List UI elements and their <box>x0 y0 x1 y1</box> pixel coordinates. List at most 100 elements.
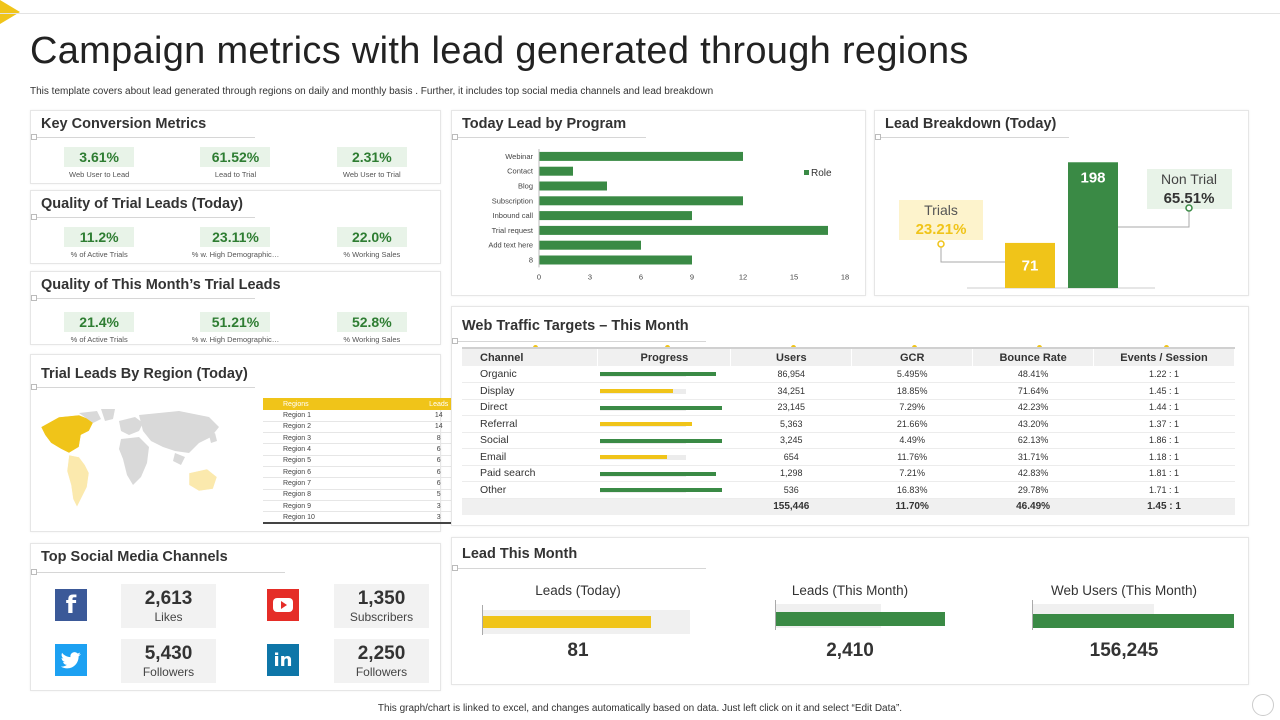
youtube-icon[interactable] <box>267 589 299 621</box>
bounce-value: 43.20% <box>972 415 1094 433</box>
web-users-month-bar <box>1032 614 1234 628</box>
table-row: Organic 86,954 5.495% 48.41% 1.22 : 1 <box>462 366 1235 383</box>
metric-web-user-to-trial: 2.31% Web User to Trial <box>307 147 437 179</box>
metric-high-demographic: 23.11% % w. High Demographic… <box>191 227 280 259</box>
users-value: 23,145 <box>730 399 852 416</box>
col-progress: Progress <box>597 347 732 366</box>
facebook-icon[interactable]: f <box>55 589 87 621</box>
leads-month-value: 2,410 <box>826 640 874 661</box>
bar <box>539 211 692 221</box>
bar <box>539 255 692 265</box>
legend-swatch <box>804 170 809 175</box>
web-traffic-panel: Web Traffic Targets – This Month Channel… <box>451 306 1249 526</box>
y-tick-label: Webinar <box>505 152 533 161</box>
table-row: Other 536 16.83% 29.78% 1.71 : 1 <box>462 481 1235 499</box>
linkedin-icon[interactable]: in <box>267 644 299 676</box>
channel-name: Social <box>462 432 598 449</box>
region-table: Regions Leads Region 1 14 Region 2 14 Regi… <box>263 398 466 524</box>
lead-breakdown-panel: Lead Breakdown (Today) 71 198 Trials 23.21%… <box>874 110 1249 296</box>
progress-bar <box>597 399 731 416</box>
users-value: 654 <box>730 448 852 466</box>
leads-today-bar <box>482 616 651 628</box>
totals-row: 155,446 11.70% 46.49% 1.45 : 1 <box>462 498 1235 515</box>
bar <box>539 181 607 191</box>
users-value: 3,245 <box>730 432 852 449</box>
trial-region-title: Trial Leads By Region (Today) <box>41 366 248 382</box>
progress-bar <box>597 448 731 466</box>
events-value: 1.71 : 1 <box>1093 481 1235 499</box>
trial-region-panel: Trial Leads By Region (Today) Regions Le… <box>30 354 466 532</box>
bar <box>539 151 743 161</box>
page-subtitle: This template covers about lead generate… <box>30 86 714 97</box>
events-value: 1.18 : 1 <box>1093 448 1235 466</box>
channel-name: Direct <box>462 399 598 416</box>
y-tick-label: Add text here <box>488 241 533 250</box>
world-map <box>40 409 219 508</box>
gcr-value: 18.85% <box>851 382 973 400</box>
bar <box>539 240 641 250</box>
events-value: 1.45 : 1 <box>1093 382 1235 400</box>
key-conversion-panel: Key Conversion Metrics 3.61% Web User to… <box>30 110 441 184</box>
program-bar-chart: Webinar Contact Blog Subscription Inbound ca… <box>488 149 849 281</box>
lead-breakdown-title: Lead Breakdown (Today) <box>885 116 1057 132</box>
legend-label: Role <box>811 168 832 179</box>
table-row: Region 2 14 <box>263 421 466 434</box>
x-tick-label: 9 <box>690 272 694 281</box>
events-value: 1.81 : 1 <box>1093 465 1235 482</box>
channel-name: Organic <box>462 366 598 383</box>
y-tick-label: Inbound call <box>493 211 534 220</box>
web-users-month-label: Web Users (This Month) <box>1050 583 1198 598</box>
today-lead-title: Today Lead by Program <box>462 116 627 132</box>
map-north-america <box>40 414 95 454</box>
gcr-value: 7.21% <box>851 465 973 482</box>
gcr-value: 5.495% <box>851 366 973 383</box>
events-value: 1.37 : 1 <box>1093 415 1235 433</box>
region-header: Regions <box>263 398 412 410</box>
total-events: 1.45 : 1 <box>1093 498 1235 515</box>
events-value: 1.44 : 1 <box>1093 399 1235 416</box>
channel-name: Paid search <box>462 465 598 482</box>
quality-today-panel: Quality of Trial Leads (Today) 11.2% % o… <box>30 190 441 264</box>
leads-month-bar <box>775 612 945 626</box>
web-traffic-title: Web Traffic Targets – This Month <box>462 318 689 334</box>
table-row: Region 1 14 <box>263 410 466 422</box>
data-label: 71 <box>1022 257 1039 274</box>
leads-today-value: 81 <box>567 640 589 661</box>
progress-bar <box>597 432 731 449</box>
progress-bar <box>597 481 731 499</box>
twitter-stat: 5,430 Followers <box>121 639 216 683</box>
progress-bar <box>597 366 731 383</box>
y-tick-label: Contact <box>507 167 534 176</box>
x-tick-label: 6 <box>639 272 643 281</box>
quality-today-title: Quality of Trial Leads (Today) <box>41 196 243 212</box>
col-bounce-rate: Bounce Rate <box>972 347 1095 366</box>
y-tick-label: Blog <box>518 182 533 191</box>
table-row: Email 654 11.76% 31.71% 1.18 : 1 <box>462 448 1235 466</box>
progress-bar <box>597 415 731 433</box>
web-traffic-table: Channel Progress Users GCR Bounce Rate E… <box>462 347 1235 515</box>
channel-name: Referral <box>462 415 598 433</box>
twitter-icon[interactable] <box>55 644 87 676</box>
x-tick-label: 15 <box>790 272 798 281</box>
bounce-value: 42.23% <box>972 399 1094 416</box>
col-users: Users <box>730 347 853 366</box>
col-events-session: Events / Session <box>1093 347 1235 366</box>
table-row: Direct 23,145 7.29% 42.23% 1.44 : 1 <box>462 399 1235 416</box>
total-bounce: 46.49% <box>972 498 1094 515</box>
top-divider <box>0 13 1280 14</box>
users-value: 5,363 <box>730 415 852 433</box>
col-gcr: GCR <box>851 347 974 366</box>
trials-connector <box>940 244 1005 263</box>
gcr-value: 21.66% <box>851 415 973 433</box>
bounce-value: 71.64% <box>972 382 1094 400</box>
table-row: Display 34,251 18.85% 71.64% 1.45 : 1 <box>462 382 1235 400</box>
nontrial-label: Non Trial <box>1161 171 1217 187</box>
y-tick-label: Subscription <box>492 196 533 205</box>
table-row: Region 10 3 <box>263 511 466 524</box>
nontrial-percent: 65.51% <box>1164 190 1215 207</box>
metric-working-sales: 22.0% % Working Sales <box>307 227 437 259</box>
